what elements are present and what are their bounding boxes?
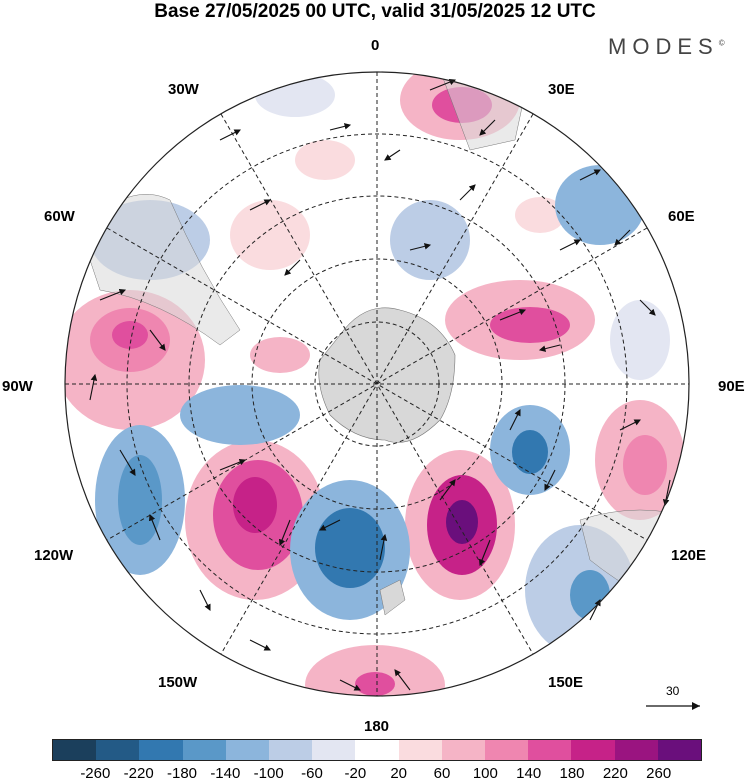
colorbar-swatch <box>571 740 615 760</box>
colorbar-swatch <box>312 740 356 760</box>
anomaly-positive <box>355 672 395 696</box>
colorbar-tick-label: 60 <box>433 765 451 782</box>
new-zealand-land <box>379 579 406 616</box>
anomaly-negative <box>255 73 335 117</box>
lon-label-30w: 30W <box>168 81 199 98</box>
lon-label-150w: 150W <box>158 674 198 691</box>
lon-label-60e: 60E <box>668 208 695 225</box>
anomaly-positive <box>250 337 310 373</box>
colorbar-tick-label: -140 <box>210 765 241 782</box>
reference-vector: 30 <box>646 684 704 716</box>
anomaly-positive <box>230 200 310 270</box>
lon-label-60w: 60W <box>44 208 75 225</box>
lon-label-90w: 90W <box>2 378 33 395</box>
colorbar-swatch <box>614 740 658 760</box>
lon-label-30e: 30E <box>548 81 575 98</box>
colorbar-swatch <box>96 740 140 760</box>
lon-label-90e: 90E <box>718 378 745 395</box>
colorbar-tick-label: 20 <box>390 765 407 782</box>
colorbar-tick-label: 100 <box>472 765 498 782</box>
colorbar-tick-label: -100 <box>253 765 284 782</box>
colorbar-swatch <box>528 740 572 760</box>
anomaly-negative <box>180 385 300 445</box>
anomaly-positive <box>446 500 478 544</box>
colorbar-tick-label: -180 <box>166 765 198 782</box>
lon-label-150e: 150E <box>548 674 584 691</box>
south-america-land <box>79 194 241 346</box>
colorbar-swatch <box>269 740 313 760</box>
colorbar-swatch <box>485 740 529 760</box>
colorbar-tick-label: -20 <box>344 765 367 782</box>
colorbar-swatch <box>182 740 226 760</box>
field-layer <box>65 72 689 696</box>
reference-vector-label: 30 <box>666 684 680 698</box>
map-title: Base 27/05/2025 00 UTC, valid 31/05/2025… <box>154 1 596 22</box>
lon-label-0: 0 <box>371 37 380 54</box>
colorbar-tick-label: 180 <box>559 765 585 782</box>
colorbar-swatch <box>441 740 486 760</box>
lon-label-180: 180 <box>364 718 390 735</box>
colorbar-tick-label: -260 <box>80 765 111 782</box>
anomaly-negative <box>390 200 470 280</box>
anomaly-positive <box>295 140 355 180</box>
colorbar-ticks: -260 -220 -180 -140 -100 -60 -20 20 60 100 140 180 2… <box>0 765 750 783</box>
anomaly-negative <box>118 455 162 545</box>
anomaly-negative <box>610 300 670 380</box>
anomaly-positive <box>112 321 148 349</box>
colorbar-tick-label: -60 <box>301 765 323 782</box>
anomaly-negative <box>512 430 548 474</box>
brand-name: MODES <box>608 34 719 59</box>
colorbar-swatch <box>225 740 270 760</box>
colorbar-swatch <box>139 740 183 760</box>
colorbar-swatch <box>398 740 442 760</box>
colorbar-tick-label: -220 <box>123 765 154 782</box>
lon-label-120w: 120W <box>34 547 74 564</box>
anomaly-positive <box>490 307 570 343</box>
anomaly-positive <box>233 477 277 533</box>
lon-label-120e: 120E <box>671 547 707 564</box>
brand-mark: © <box>718 38 725 48</box>
map-border <box>64 71 690 697</box>
colorbar-swatch <box>657 740 702 760</box>
wind-vectors <box>89 78 671 691</box>
colorbar-tick-label: 140 <box>516 765 542 782</box>
colorbar-swatch <box>355 740 399 760</box>
colorbar-tick-label: 220 <box>602 765 628 782</box>
colorbar <box>52 739 702 761</box>
anomaly-positive <box>623 435 667 495</box>
colorbar-tick-label: 260 <box>646 765 672 782</box>
colorbar-swatch <box>53 740 97 760</box>
modes-logo: MODES© <box>608 34 725 60</box>
anomaly-negative <box>315 508 385 588</box>
anomaly-negative <box>555 165 645 245</box>
